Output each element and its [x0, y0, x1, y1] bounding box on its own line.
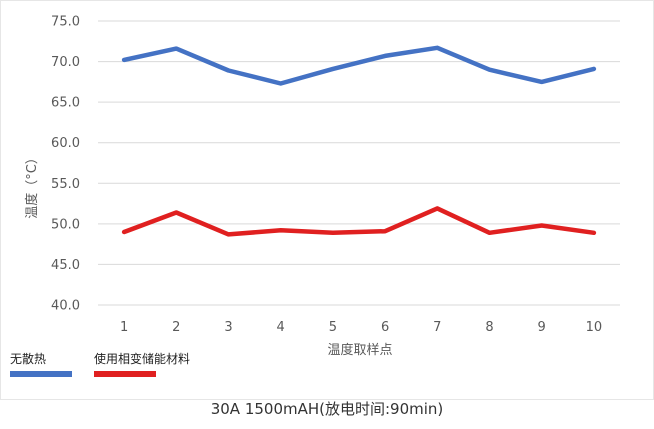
chart-panel: [0, 0, 654, 400]
y-tick-label: 75.0: [51, 15, 80, 30]
series-lines: [121, 45, 597, 237]
x-tick-label: 3: [224, 320, 232, 335]
y-tick-label: 60.0: [51, 136, 80, 151]
legend-label-pcm: 使用相变储能材料: [94, 352, 191, 366]
chart-caption: 30A 1500mAH(放电时间:90min): [210, 400, 444, 418]
legend-label-no-cooling: 无散热: [10, 352, 47, 366]
legend-swatch-pcm: [94, 371, 156, 377]
x-axis-title: 温度取样点: [327, 342, 392, 358]
series-line-1: [121, 206, 597, 237]
x-tick-label: 1: [120, 320, 128, 335]
legend: 无散热 使用相变储能材料: [0, 348, 654, 382]
x-tick-label: 4: [277, 320, 285, 335]
y-axis-title: 温度（°C）: [24, 151, 40, 219]
line-chart: 40.0 45.0 50.0 55.0 60.0 65.0 70.0 75.0 1 2 3 4 5 6 7…: [24, 15, 620, 358]
gridlines: [98, 20, 620, 306]
x-tick-label: 2: [172, 320, 180, 335]
x-tick-label: 7: [433, 320, 441, 335]
y-tick-label: 65.0: [51, 96, 80, 111]
y-tick-label: 40.0: [51, 299, 80, 314]
x-tick-label: 8: [485, 320, 493, 335]
y-tick-label: 55.0: [51, 177, 80, 192]
x-tick-label: 5: [329, 320, 337, 335]
y-tick-label: 50.0: [51, 217, 80, 232]
x-tick-label: 6: [381, 320, 389, 335]
x-tick-label: 10: [586, 320, 603, 335]
y-tick-labels: 40.0 45.0 50.0 55.0 60.0 65.0 70.0 75.0: [51, 15, 80, 314]
series-line-0: [121, 45, 597, 86]
y-tick-label: 45.0: [51, 258, 80, 273]
legend-swatch-no-cooling: [10, 371, 72, 377]
y-tick-label: 70.0: [51, 55, 80, 70]
x-tick-label: 9: [538, 320, 546, 335]
x-tick-labels: 1 2 3 4 5 6 7 8 9 10: [120, 320, 602, 335]
